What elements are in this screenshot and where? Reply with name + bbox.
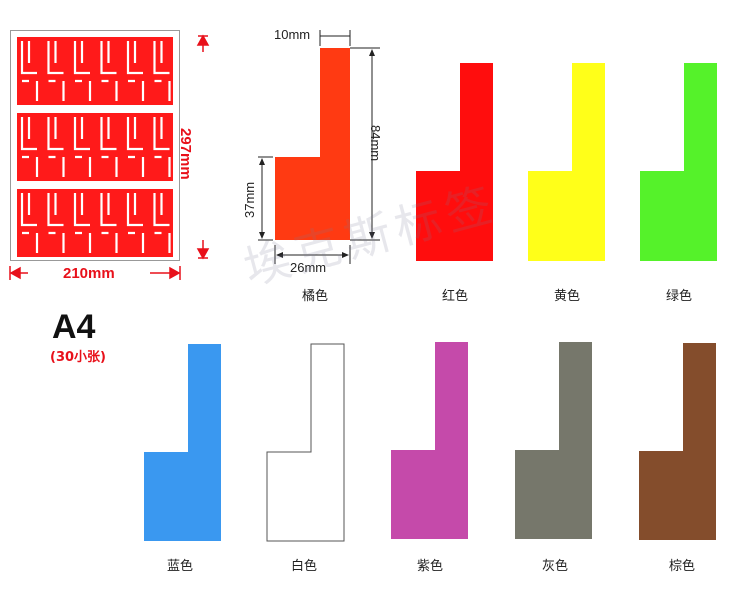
sheet-cut-line: [153, 117, 171, 177]
sheet-cut-line: [153, 193, 171, 253]
tab-width-label: 10mm: [274, 27, 311, 42]
sheet-cut-line: [47, 117, 65, 177]
swatch-label: 红色: [441, 289, 468, 304]
sheet-cut-line: [126, 193, 145, 253]
sheet-cut-line: [100, 193, 118, 253]
swatch-label: 紫色: [416, 559, 443, 574]
color-label-swatch: [391, 342, 468, 539]
color-label-swatch: [528, 63, 605, 261]
sheet-count-label: (30小张): [50, 350, 106, 365]
color-label-swatch: [266, 343, 345, 542]
sheet-label-grid: [17, 37, 173, 257]
orange-label-diagram: [258, 30, 380, 264]
sheet-cut-line: [100, 41, 118, 101]
sheet-cut-line: [153, 41, 171, 101]
color-label-swatch: [515, 342, 592, 539]
swatch-label: 灰色: [541, 559, 568, 574]
color-label-swatch: [640, 63, 717, 261]
sheet-cut-line: [20, 41, 39, 101]
swatch-label: 黄色: [553, 289, 580, 304]
orange-label-shape: [275, 48, 350, 240]
swatch-label-orange: 橘色: [301, 289, 328, 304]
format-label: A4: [52, 308, 96, 346]
sheet-width-label: 210mm: [63, 265, 115, 282]
sheet-cut-line: [47, 193, 65, 253]
total-height-label: 84mm: [368, 125, 383, 162]
body-height-label: 37mm: [242, 181, 257, 218]
a4-sheet: [10, 30, 180, 261]
swatch-label: 白色: [290, 559, 317, 574]
sheet-cut-line: [20, 193, 39, 253]
sheet-cut-line: [126, 117, 145, 177]
sheet-cut-line: [47, 41, 65, 101]
sheet-cut-line: [20, 117, 39, 177]
color-label-swatch: [639, 343, 716, 540]
sheet-cut-line: [73, 41, 92, 101]
swatch-label: 蓝色: [166, 559, 193, 574]
sheet-height-label: 297mm: [177, 128, 194, 180]
sheet-cut-line: [126, 41, 145, 101]
sheet-cut-line: [73, 193, 92, 253]
swatch-label: 棕色: [668, 559, 695, 574]
sheet-cut-line: [100, 117, 118, 177]
sheet-cut-line: [73, 117, 92, 177]
swatch-label: 绿色: [665, 289, 692, 304]
body-width-label: 26mm: [290, 260, 327, 275]
color-label-swatch: [144, 344, 221, 541]
color-label-swatch: [416, 63, 493, 261]
